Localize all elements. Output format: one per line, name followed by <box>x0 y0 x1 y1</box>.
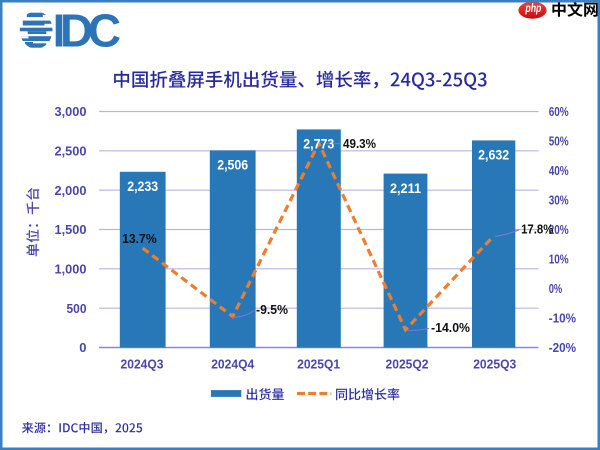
svg-text:17.8%: 17.8% <box>521 222 554 237</box>
svg-text:20%: 20% <box>549 222 569 237</box>
svg-text:2,233: 2,233 <box>127 179 158 194</box>
svg-text:-10%: -10% <box>549 311 577 326</box>
svg-text:13.7%: 13.7% <box>122 231 157 246</box>
svg-text:500: 500 <box>67 301 87 316</box>
svg-text:1,000: 1,000 <box>55 261 87 276</box>
svg-text:1,500: 1,500 <box>55 222 87 237</box>
svg-text:-9.5%: -9.5% <box>256 302 288 317</box>
svg-text:30%: 30% <box>549 193 569 208</box>
svg-text:0: 0 <box>79 340 86 355</box>
svg-text:2,506: 2,506 <box>217 158 248 173</box>
svg-text:2,632: 2,632 <box>478 148 509 163</box>
svg-text:0%: 0% <box>549 281 563 296</box>
svg-text:2,500: 2,500 <box>55 143 87 158</box>
svg-text:2,211: 2,211 <box>390 181 421 196</box>
svg-text:60%: 60% <box>549 104 569 119</box>
svg-text:-14.0%: -14.0% <box>431 320 470 335</box>
svg-text:IDC: IDC <box>53 4 122 56</box>
svg-text:50%: 50% <box>549 134 569 149</box>
svg-text:2025Q2: 2025Q2 <box>386 356 429 371</box>
svg-text:10%: 10% <box>549 252 569 267</box>
svg-text:-20%: -20% <box>549 340 577 355</box>
svg-text:2025Q1: 2025Q1 <box>297 356 340 371</box>
svg-text:2,773: 2,773 <box>303 137 334 152</box>
svg-text:2,000: 2,000 <box>55 183 87 198</box>
svg-text:2024Q4: 2024Q4 <box>211 356 255 371</box>
svg-text:3,000: 3,000 <box>55 104 87 119</box>
svg-text:49.3%: 49.3% <box>343 136 376 151</box>
svg-text:40%: 40% <box>549 163 569 178</box>
svg-text:2025Q3: 2025Q3 <box>473 356 516 371</box>
svg-text:2024Q3: 2024Q3 <box>121 356 164 371</box>
svg-text:php: php <box>525 1 542 15</box>
